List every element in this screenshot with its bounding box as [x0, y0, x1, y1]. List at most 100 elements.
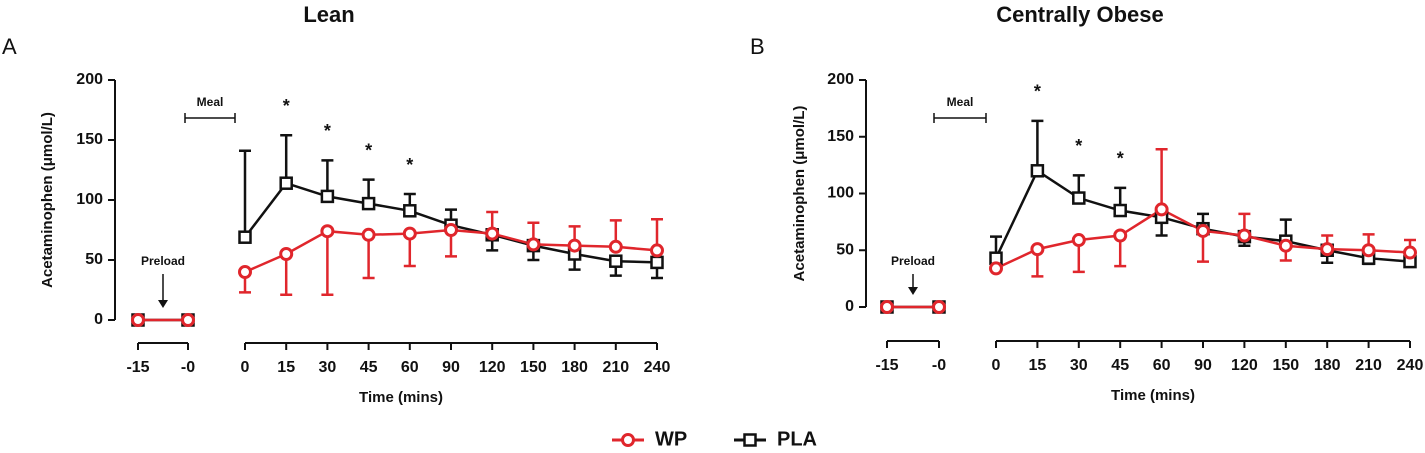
marker [131, 313, 145, 327]
error-bar [1155, 147, 1168, 210]
y-tick-label: 0 [94, 311, 103, 328]
marker [320, 189, 335, 204]
x-tick-label: 30 [1070, 357, 1088, 374]
marker [320, 224, 335, 239]
x-tick-label: 180 [1314, 357, 1341, 374]
significance-star: * [1075, 136, 1082, 156]
marker [567, 238, 582, 253]
panel-label: A [2, 34, 17, 59]
marker [1278, 238, 1293, 253]
marker [1072, 191, 1086, 205]
marker [403, 204, 417, 218]
y-tick-label: 150 [76, 131, 103, 148]
marker [361, 227, 376, 242]
chart-title: Lean [303, 2, 354, 27]
marker [608, 239, 623, 254]
marker [181, 313, 195, 327]
y-tick-label: 200 [827, 71, 854, 88]
x-tick-label: 60 [1153, 357, 1171, 374]
y-tick-label: 150 [827, 128, 854, 145]
marker [526, 237, 541, 252]
marker [1030, 242, 1045, 257]
x-tick-label: 120 [1231, 357, 1258, 374]
x-tick-label: 90 [442, 359, 460, 376]
x-tick-label: 240 [1397, 357, 1424, 374]
marker [238, 265, 252, 279]
y-axis-label: Acetaminophen (μmol/L) [791, 106, 808, 282]
x-tick-label: 150 [1272, 357, 1299, 374]
x-tick-label: -15 [126, 359, 149, 376]
error-bar [362, 234, 375, 280]
error-bar [321, 231, 334, 297]
marker [1361, 243, 1376, 258]
x-tick-label: -0 [181, 359, 195, 376]
x-tick-label: 180 [561, 359, 588, 376]
y-tick-label: 50 [836, 241, 854, 258]
error-bar [1031, 119, 1044, 171]
marker [279, 176, 293, 190]
meal-bracket [933, 113, 987, 123]
error-bar [239, 149, 251, 238]
marker [609, 254, 623, 268]
legend-label: WP [655, 428, 687, 450]
x-tick-label: 30 [319, 359, 337, 376]
x-tick-label: 60 [401, 359, 419, 376]
error-bar [280, 133, 293, 184]
marker [361, 196, 376, 211]
chart-title: Centrally Obese [996, 2, 1164, 27]
marker [1320, 242, 1335, 257]
preload-label: Preload [141, 254, 185, 268]
x-tick-label: -15 [875, 357, 898, 374]
x-axis-label: Time (mins) [359, 389, 443, 406]
x-tick-label: 150 [520, 359, 547, 376]
marker [650, 243, 664, 258]
x-tick-label: 240 [644, 359, 671, 376]
preload-label: Preload [891, 254, 935, 268]
marker [1030, 164, 1045, 178]
significance-star: * [324, 121, 331, 141]
marker [1403, 245, 1417, 260]
marker [1113, 203, 1127, 218]
preload-arrowhead [908, 287, 918, 295]
marker [485, 226, 500, 241]
meal-bracket [184, 113, 236, 123]
x-tick-label: 15 [277, 359, 295, 376]
marker [444, 223, 458, 237]
marker [989, 261, 1003, 276]
x-tick-label: 120 [479, 359, 506, 376]
x-tick-label: 15 [1029, 357, 1047, 374]
preload-arrowhead [158, 300, 168, 308]
marker [1196, 223, 1210, 238]
x-tick-label: -0 [932, 357, 946, 374]
y-tick-label: 200 [76, 71, 103, 88]
marker [238, 230, 252, 244]
significance-star: * [283, 96, 290, 116]
x-tick-label: 45 [360, 359, 378, 376]
x-tick-label: 0 [241, 359, 250, 376]
marker [1154, 202, 1169, 217]
y-tick-label: 0 [845, 298, 854, 315]
marker [1113, 228, 1128, 243]
marker [1237, 228, 1252, 243]
y-tick-label: 100 [76, 191, 103, 208]
marker [650, 255, 664, 270]
y-tick-label: 50 [85, 251, 103, 268]
panel-label: B [750, 34, 765, 59]
meal-label: Meal [947, 95, 974, 109]
y-tick-label: 100 [827, 185, 854, 202]
x-tick-label: 210 [1355, 357, 1382, 374]
x-tick-label: 0 [992, 357, 1001, 374]
marker [880, 300, 894, 314]
significance-star: * [365, 140, 372, 160]
x-tick-label: 210 [602, 359, 629, 376]
marker [1071, 233, 1086, 248]
significance-star: * [1034, 82, 1041, 102]
legend-label: PLA [777, 428, 817, 450]
marker [743, 433, 757, 447]
y-axis-label: Acetaminophen (μmol/L) [39, 112, 56, 288]
marker [279, 247, 294, 261]
significance-star: * [406, 155, 413, 175]
marker [621, 433, 635, 447]
marker [932, 300, 946, 314]
x-tick-label: 90 [1194, 357, 1212, 374]
